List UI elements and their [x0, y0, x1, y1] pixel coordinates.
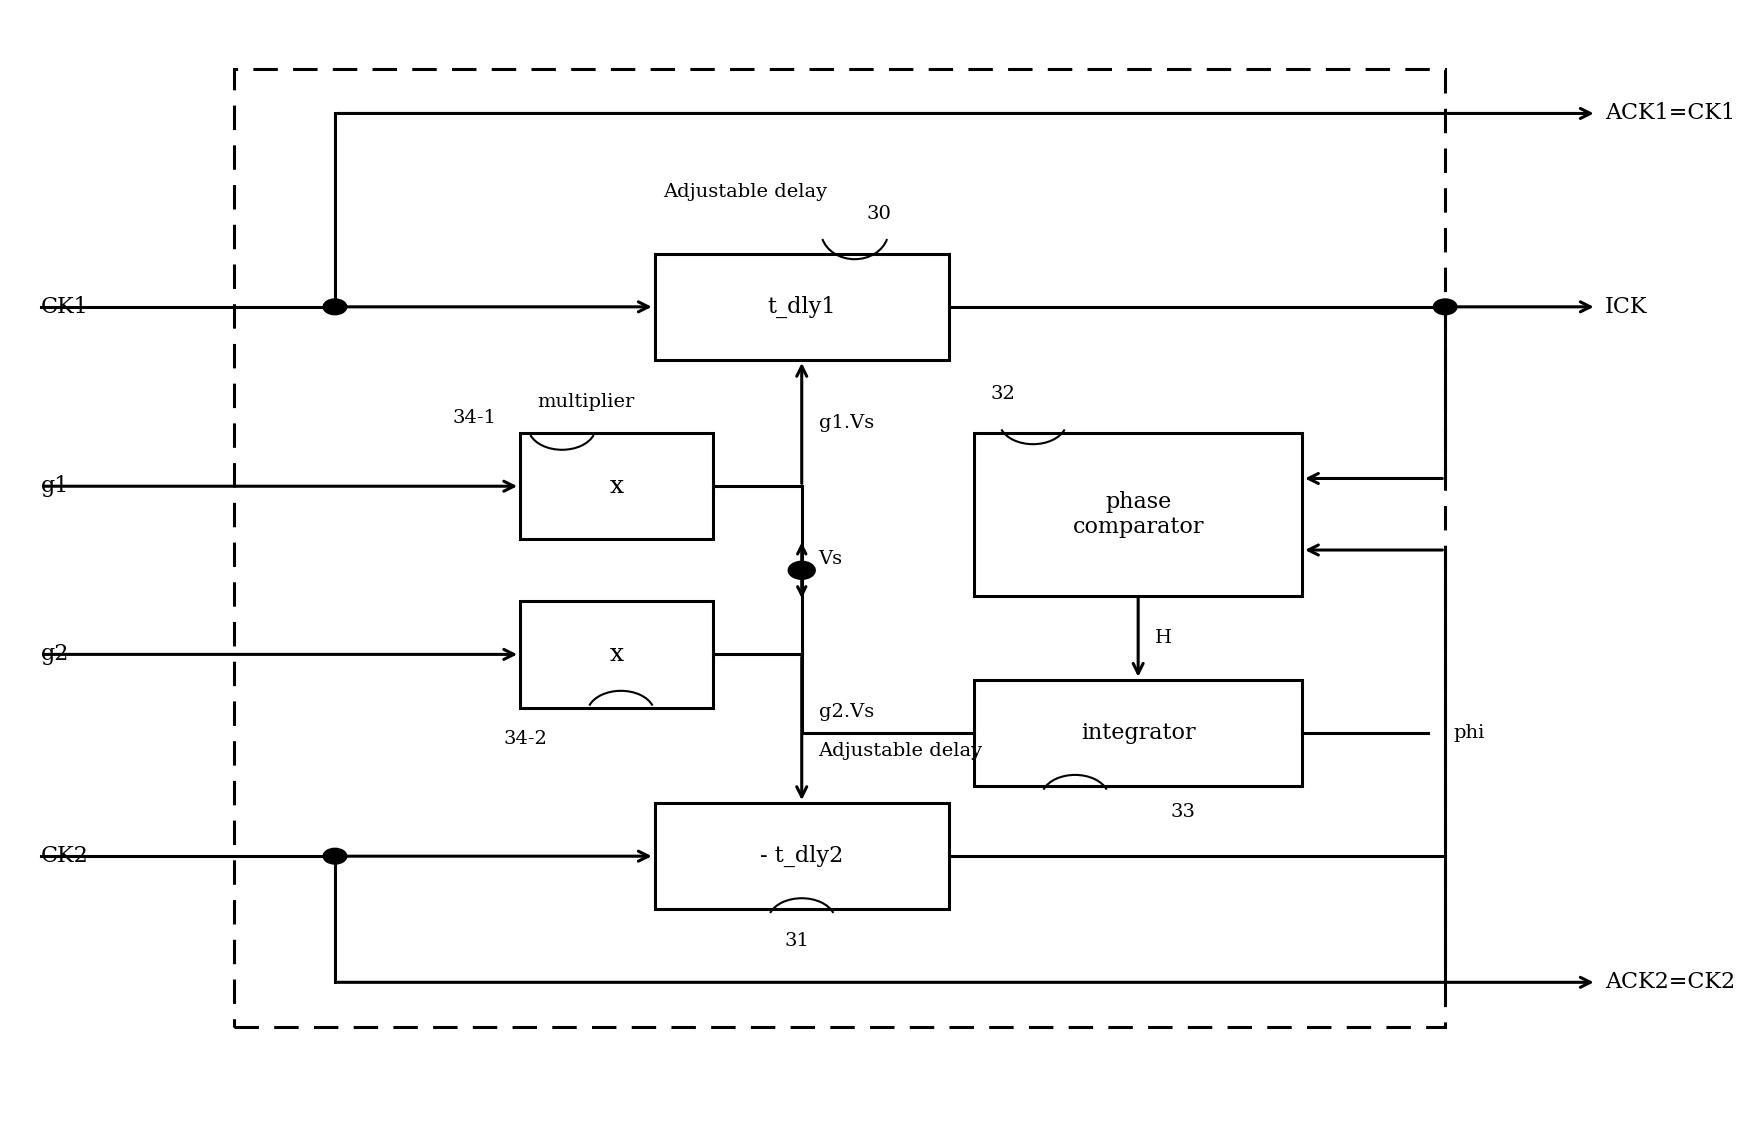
Bar — [973, 432, 1302, 596]
Text: 33: 33 — [1170, 802, 1195, 821]
Text: 31: 31 — [784, 932, 810, 950]
Text: x: x — [610, 642, 624, 666]
Text: ACK1=CK1: ACK1=CK1 — [1604, 102, 1734, 125]
Text: ACK2=CK2: ACK2=CK2 — [1604, 972, 1734, 993]
Text: 34-1: 34-1 — [453, 410, 495, 428]
Text: Adjustable delay: Adjustable delay — [662, 183, 826, 201]
Bar — [520, 432, 713, 539]
Text: phase
comparator: phase comparator — [1072, 490, 1204, 538]
Text: g2: g2 — [40, 644, 69, 665]
Text: multiplier: multiplier — [536, 393, 634, 411]
Text: g2.Vs: g2.Vs — [819, 703, 873, 721]
Bar — [973, 680, 1302, 787]
Text: g1.Vs: g1.Vs — [819, 414, 873, 432]
Bar — [654, 802, 949, 909]
Text: Vs: Vs — [819, 550, 842, 569]
Text: 30: 30 — [866, 205, 891, 224]
Circle shape — [323, 299, 346, 314]
FancyBboxPatch shape — [234, 68, 1444, 1027]
Text: CK2: CK2 — [40, 846, 88, 867]
Text: integrator: integrator — [1081, 722, 1195, 743]
Text: H: H — [1154, 629, 1172, 647]
Text: - t_dly2: - t_dly2 — [759, 846, 843, 867]
Text: ICK: ICK — [1604, 296, 1646, 318]
Circle shape — [787, 562, 815, 579]
Text: 32: 32 — [991, 385, 1016, 403]
Bar — [520, 602, 713, 707]
Text: 34-2: 34-2 — [503, 730, 546, 748]
Text: Adjustable delay: Adjustable delay — [819, 742, 982, 760]
Text: t_dly1: t_dly1 — [768, 296, 836, 318]
Text: g1: g1 — [40, 476, 69, 497]
Circle shape — [1432, 299, 1457, 314]
Text: phi: phi — [1453, 724, 1485, 742]
Bar — [654, 253, 949, 360]
Circle shape — [323, 848, 346, 864]
Text: CK1: CK1 — [40, 296, 88, 318]
Text: x: x — [610, 474, 624, 498]
